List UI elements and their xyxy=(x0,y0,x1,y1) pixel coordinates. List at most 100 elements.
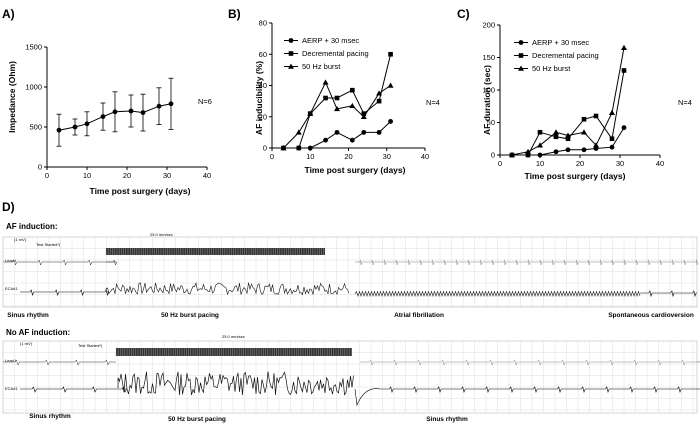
chart-b-xtick-label: 20 xyxy=(344,152,352,161)
strip-2-heading: No AF induction: xyxy=(6,328,70,337)
chart-c-series-2-point xyxy=(525,152,531,158)
panel-c-letter: C) xyxy=(457,7,470,21)
chart-c-series-1-point xyxy=(609,144,615,150)
strip-1-speed: 25.0 mm/sec xyxy=(150,232,173,237)
chart-c-series-1-point xyxy=(565,147,571,153)
chart-b-ytick-label: 20 xyxy=(259,112,267,121)
chart-b-series-1-point xyxy=(334,129,340,135)
chart-c-ytick-label: 100 xyxy=(482,86,495,95)
chart-a-series-1-point xyxy=(56,127,62,133)
chart-c-series-2-point xyxy=(553,134,559,140)
strip-1-phase-4: Spontaneous cardioversion xyxy=(608,312,694,319)
strip-1-lead-top: Lead I xyxy=(5,258,16,263)
chart-b-series-2-point xyxy=(361,111,367,116)
chart-b-ytick-label: 80 xyxy=(259,19,267,28)
legend-1-marker xyxy=(288,38,294,43)
chart-b-series-3-point xyxy=(307,110,314,116)
chart-b-series-1-point xyxy=(376,129,382,135)
chart-a-series-1-point xyxy=(72,124,78,130)
panel-b-letter: B) xyxy=(228,7,241,21)
chart-c-series-3-point xyxy=(565,132,571,138)
ecg-strip-af-induction: AF induction: (1 mV) Test Started*) 25.0… xyxy=(2,222,698,319)
chart-b-plot: 0 10 20 30 40 0 20 40 60 80 xyxy=(259,19,430,161)
strip-2-phase-2: 50 Hz burst pacing xyxy=(168,416,226,423)
chart-c-series-3-point xyxy=(537,142,543,148)
chart-c-series-2-point xyxy=(621,68,627,73)
strip-2-speed: 25.0 mm/sec xyxy=(222,334,245,339)
ecg-trace-sinus-recovery xyxy=(354,386,700,407)
chart-b-series-2-point xyxy=(296,145,302,151)
chart-b-xtick-label: 0 xyxy=(270,152,274,161)
chart-c-series-3-point xyxy=(621,44,627,50)
chart-b-ylabel: AF inducibility (%) xyxy=(254,61,264,135)
chart-a-series-1-point xyxy=(84,121,90,127)
chart-b-series-2-point xyxy=(350,87,355,93)
lead-trace-marks xyxy=(360,359,700,366)
panel-c: C) 0 10 20 30 40 0 50 100 150 200 Time post surge… xyxy=(457,7,692,181)
chart-c-ytick-label: 50 xyxy=(487,118,495,127)
chart-c-series-2-point xyxy=(581,116,587,122)
chart-b-series-3-point xyxy=(349,102,356,109)
chart-b-series-3-point xyxy=(376,90,383,96)
chart-b-series-1-point xyxy=(349,137,355,143)
chart-b-series-1-point xyxy=(388,119,393,124)
chart-c-series-3-point xyxy=(525,148,531,154)
ecg-trace-cardioversion xyxy=(640,290,697,298)
chart-a-series-1-point xyxy=(156,103,162,109)
chart-c-plot: 0 10 20 30 40 0 50 100 150 200 xyxy=(482,21,664,168)
chart-b-xtick-label: 10 xyxy=(306,152,314,161)
strip-2-phase-1: Sinus rhythm xyxy=(29,413,71,420)
chart-c-xtick-label: 10 xyxy=(536,159,544,168)
chart-c-series-2-point xyxy=(537,129,543,135)
chart-c-xtick-label: 20 xyxy=(576,159,584,168)
chart-a-ytick-label: 1500 xyxy=(25,43,42,52)
chart-b-xtick-label: 30 xyxy=(383,152,391,161)
legend-1-item: Decremental pacing xyxy=(302,49,369,58)
legend-1-item: 50 Hz burst xyxy=(302,62,341,71)
chart-c-ytick-label: 200 xyxy=(482,21,495,30)
chart-b-series-1-point xyxy=(361,129,367,135)
chart-c-ylabel: AF duration (sec) xyxy=(482,65,492,135)
chart-c-series-3-point xyxy=(609,109,615,115)
chart-a-ytick-label: 1000 xyxy=(25,83,42,92)
chart-a-xtick-label: 40 xyxy=(203,171,211,180)
panel-a-letter: A) xyxy=(2,7,15,21)
legend-2-item: AERP + 30 msec xyxy=(532,38,589,47)
chart-b-series-3-line xyxy=(283,81,391,149)
chart-b-series-3-point xyxy=(360,113,367,119)
chart-a-ytick-label: 500 xyxy=(29,123,42,132)
strip-2-lead-bottom: ECA#1 xyxy=(5,386,18,391)
legend-2-marker xyxy=(518,40,524,45)
chart-c-series-1-point xyxy=(581,147,587,153)
chart-b-series-2-point xyxy=(334,95,340,101)
strip-2-lead-top: Lead I xyxy=(5,358,16,363)
chart-c-series-1-point xyxy=(553,149,559,155)
chart-a-plot: 0 10 20 30 40 0 500 1000 1500 xyxy=(25,43,211,180)
strip-1-scale: (1 mV) xyxy=(14,237,27,242)
chart-b-xtick-label: 40 xyxy=(421,152,429,161)
legend-1-marker xyxy=(288,63,294,69)
strip-1-heading: AF induction: xyxy=(6,222,58,231)
chart-a-annotation: N=6 xyxy=(198,97,212,106)
chart-b-legend: AERP + 30 msec Decremental pacing 50 Hz bu… xyxy=(284,36,369,71)
chart-c-ytick-label: 0 xyxy=(491,151,495,160)
lead-trace-sinus xyxy=(3,359,116,366)
strip-2-scale: (1 mV) xyxy=(20,341,33,346)
chart-a-series-1-point xyxy=(112,109,118,115)
strip-2-test-label: Test Started*) xyxy=(78,343,103,348)
chart-c-series-3-point xyxy=(553,129,559,135)
chart-a-xtick-label: 20 xyxy=(123,171,131,180)
legend-1-marker xyxy=(288,51,294,56)
pacing-spike-band xyxy=(116,348,352,356)
ecg-trace-burst xyxy=(105,282,350,296)
chart-b-series-3-point xyxy=(295,129,302,135)
chart-b-ytick-label: 0 xyxy=(263,144,267,153)
chart-c-series-3-point xyxy=(593,142,599,148)
chart-c-series-2-point xyxy=(593,113,599,119)
chart-c-series-2-line xyxy=(512,70,625,156)
lead-trace-marks xyxy=(355,259,698,266)
panel-d-letter: D) xyxy=(2,200,15,214)
pacing-spike-band xyxy=(106,248,325,255)
legend-1-item: AERP + 30 msec xyxy=(302,36,359,45)
